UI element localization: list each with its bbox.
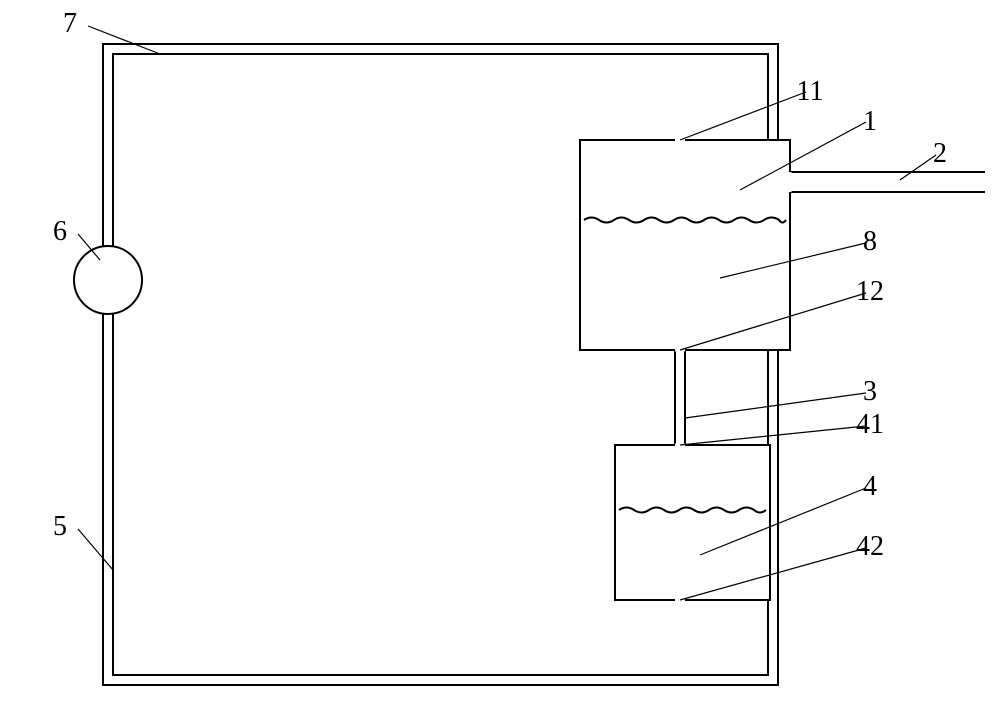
tank-2: [615, 445, 770, 600]
label-6: 6: [53, 216, 67, 247]
label-42: 42: [856, 531, 884, 562]
leader-7: [88, 26, 160, 54]
leader-3: [685, 393, 866, 418]
label-11: 11: [797, 76, 824, 107]
pipe-3-fill: [675, 350, 685, 445]
tank-1: [580, 140, 790, 350]
label-1: 1: [863, 106, 877, 137]
label-12: 12: [856, 276, 884, 307]
label-8: 8: [863, 226, 877, 257]
label-7: 7: [63, 8, 77, 39]
label-4: 4: [863, 471, 877, 502]
leader-11: [680, 92, 806, 140]
label-2: 2: [933, 138, 947, 169]
label-5: 5: [53, 511, 67, 542]
pipe-2-fill: [790, 172, 985, 192]
label-3: 3: [863, 376, 877, 407]
leader-5: [78, 529, 113, 570]
label-41: 41: [856, 409, 884, 440]
component-6-circle: [74, 246, 142, 314]
leader-41: [680, 426, 866, 445]
